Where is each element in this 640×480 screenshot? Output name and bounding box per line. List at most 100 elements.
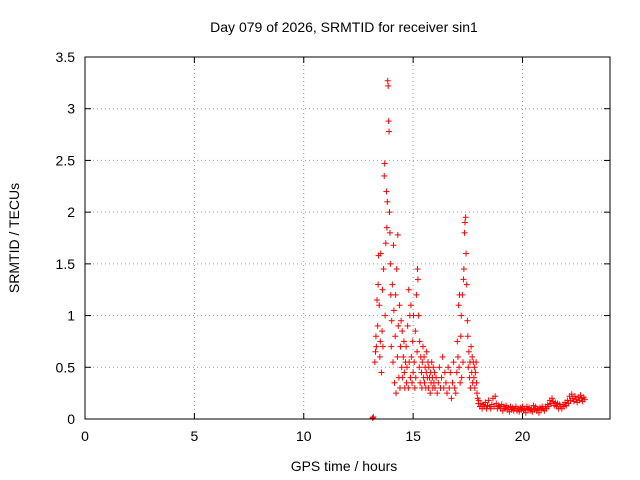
data-point: [463, 250, 470, 257]
x-tick-label: 20: [515, 428, 531, 444]
data-point: [373, 343, 380, 350]
axis-ticks: [84, 56, 610, 420]
data-point: [474, 390, 480, 397]
data-point: [460, 266, 467, 273]
data-point: [404, 322, 411, 329]
data-point: [471, 384, 478, 391]
data-point: [414, 266, 421, 273]
x-tick-label: 10: [296, 428, 312, 444]
data-point: [572, 393, 578, 400]
data-point: [444, 390, 451, 397]
data-point: [457, 333, 464, 340]
data-point: [433, 374, 440, 381]
x-tick-label: 0: [81, 428, 89, 444]
data-point: [409, 379, 416, 386]
data-point: [407, 302, 414, 309]
data-point: [404, 364, 410, 371]
data-point: [385, 118, 392, 125]
data-point: [528, 405, 535, 412]
data-point: [495, 402, 502, 409]
data-point: [411, 384, 418, 391]
data-point: [379, 328, 386, 335]
data-point: [394, 353, 401, 360]
data-point: [427, 390, 434, 397]
data-point: [410, 312, 417, 319]
data-point: [419, 359, 426, 366]
data-point: [405, 286, 412, 293]
data-point: [372, 348, 379, 355]
data-point: [421, 353, 428, 360]
data-point: [407, 374, 414, 381]
y-tick-label: 2.5: [56, 152, 76, 168]
data-point: [398, 364, 405, 371]
data-point: [391, 379, 398, 386]
data-point: [412, 328, 419, 335]
x-tick-label: 15: [405, 428, 421, 444]
data-point: [379, 286, 386, 293]
data-point: [545, 403, 552, 410]
data-point: [449, 379, 456, 386]
data-point: [416, 364, 423, 371]
data-point: [384, 198, 391, 205]
data-point: [462, 214, 469, 221]
data-point: [397, 343, 404, 350]
data-point: [440, 384, 447, 391]
data-point: [485, 397, 492, 404]
data-point: [468, 343, 475, 350]
data-point: [487, 405, 494, 412]
data-point: [473, 359, 480, 366]
data-point: [451, 384, 458, 391]
data-point: [472, 369, 479, 376]
data-point: [387, 260, 394, 267]
data-point: [388, 317, 395, 324]
data-point: [442, 379, 449, 386]
data-point: [410, 369, 417, 376]
data-point: [581, 396, 588, 403]
data-point: [374, 322, 381, 329]
y-axis-label: SRMTID / TECUs: [6, 183, 22, 293]
data-point: [393, 266, 400, 273]
x-axis-label: GPS time / hours: [291, 458, 398, 474]
data-point: [447, 369, 454, 376]
data-point: [452, 390, 459, 397]
data-point: [412, 374, 419, 381]
data-point: [389, 281, 396, 288]
data-point: [436, 364, 443, 371]
data-point: [450, 359, 457, 366]
data-point: [416, 338, 423, 345]
data-point: [392, 291, 399, 298]
data-point: [401, 369, 408, 376]
data-point: [411, 359, 418, 366]
data-point: [371, 359, 378, 366]
data-point: [386, 128, 393, 135]
data-point: [388, 343, 395, 350]
data-point: [535, 409, 542, 416]
data-point: [464, 333, 471, 340]
plot-frame: [84, 56, 611, 420]
data-point: [396, 302, 403, 309]
data-point: [568, 391, 575, 398]
data-point: [448, 395, 455, 402]
data-point: [565, 400, 572, 407]
y-tick-labels: 0 0.5 1 1.5 2 2.5 3 3.5: [56, 49, 76, 427]
data-point: [394, 231, 401, 238]
data-point: [386, 229, 393, 236]
grid-lines: [85, 57, 610, 419]
data-point: [455, 302, 462, 309]
data-point: [454, 338, 461, 345]
x-tick-labels: 0 5 10 15 20: [81, 428, 530, 444]
data-point: [377, 338, 384, 345]
data-point: [390, 307, 397, 314]
data-point: [383, 224, 390, 231]
data-point: [453, 369, 460, 376]
data-point: [434, 390, 441, 397]
data-point: [376, 353, 383, 360]
data-point: [398, 317, 405, 324]
data-point: [384, 77, 391, 84]
data-point: [408, 353, 415, 360]
data-point: [369, 414, 376, 421]
data-point: [465, 348, 472, 355]
data-point: [385, 82, 392, 89]
data-point: [419, 343, 426, 350]
data-point: [463, 281, 470, 288]
